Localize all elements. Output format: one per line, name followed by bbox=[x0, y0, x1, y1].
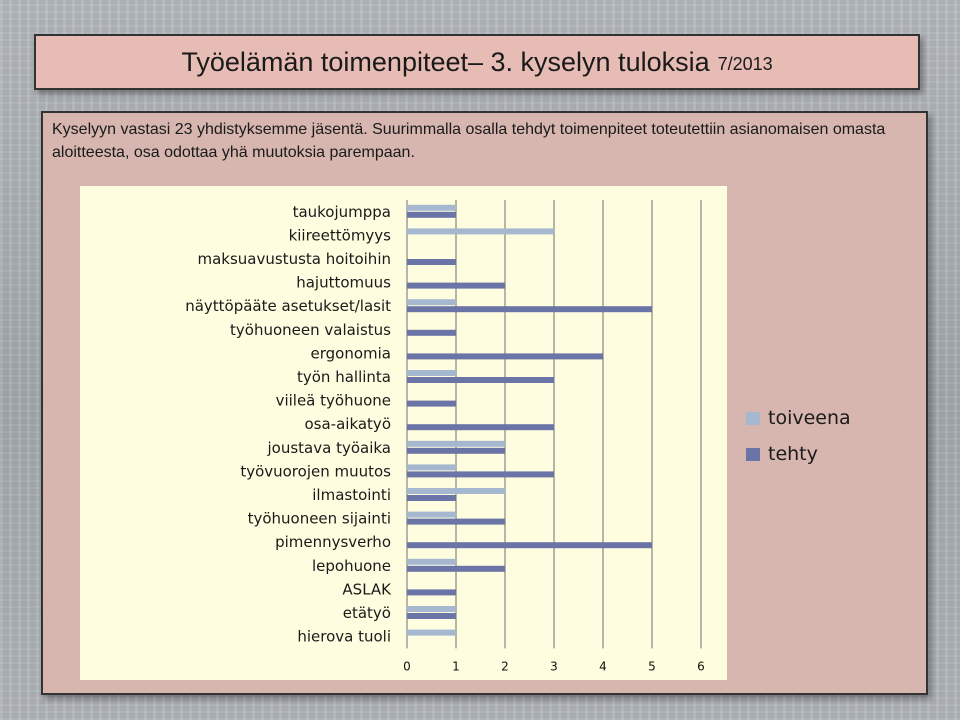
bar-toiveena bbox=[407, 228, 554, 235]
category-label: joustava työaika bbox=[267, 439, 392, 457]
x-tick-label: 1 bbox=[452, 659, 460, 673]
category-label: maksuavustusta hoitoihin bbox=[197, 250, 391, 268]
bar-tehty bbox=[407, 306, 652, 313]
x-tick-label: 2 bbox=[501, 659, 509, 673]
title-date: 7/2013 bbox=[717, 54, 773, 74]
bar-tehty bbox=[407, 589, 456, 596]
bar-toiveena bbox=[407, 370, 456, 376]
category-label: työhuoneen valaistus bbox=[230, 321, 391, 339]
category-label: hajuttomuus bbox=[296, 274, 391, 292]
legend-label-tehty: tehty bbox=[768, 443, 818, 465]
legend-item-toiveena: toiveena bbox=[746, 400, 851, 436]
category-label: lepohuone bbox=[312, 557, 391, 575]
x-tick-label: 3 bbox=[550, 659, 558, 673]
category-label: työn hallinta bbox=[297, 368, 391, 386]
category-label: hierova tuoli bbox=[297, 628, 391, 646]
bar-toiveena bbox=[407, 558, 456, 565]
bar-tehty bbox=[407, 613, 456, 619]
bar-tehty bbox=[407, 282, 505, 289]
x-tick-label: 0 bbox=[403, 659, 411, 673]
category-label: ergonomia bbox=[311, 344, 392, 362]
legend-swatch-tehty bbox=[746, 447, 760, 461]
intro-text: Kyselyyn vastasi 23 yhdistyksemme jäsent… bbox=[52, 121, 886, 161]
chart-legend: toiveena tehty bbox=[746, 400, 851, 472]
x-tick-label: 5 bbox=[648, 659, 656, 673]
bar-toiveena bbox=[407, 488, 505, 494]
bar-tehty bbox=[407, 518, 505, 525]
bar-chart: 0 1 2 3 4 5 6 taukojumppa kiireettömyys maksuavus… bbox=[185, 200, 705, 673]
bar-toiveena bbox=[407, 299, 456, 306]
category-label: ASLAK bbox=[342, 580, 392, 598]
category-label: kiireettömyys bbox=[289, 226, 392, 244]
bar-toiveena bbox=[407, 511, 456, 518]
bar-tehty bbox=[407, 542, 652, 549]
category-label: viileä työhuone bbox=[276, 392, 391, 410]
bar-toiveena bbox=[407, 464, 456, 471]
legend-label-toiveena: toiveena bbox=[768, 407, 851, 429]
bar-tehty bbox=[407, 495, 456, 501]
bar-tehty bbox=[407, 377, 554, 383]
page-title: Työelämän toimenpiteet– 3. kyselyn tulok… bbox=[181, 46, 710, 77]
x-tick-label: 6 bbox=[697, 659, 705, 673]
category-label: osa-aikatyö bbox=[304, 415, 391, 433]
category-label: ilmastointi bbox=[312, 486, 391, 504]
bar-tehty bbox=[407, 447, 505, 454]
title-banner: Työelämän toimenpiteet– 3. kyselyn tulok… bbox=[34, 34, 920, 90]
chart-area: 0 1 2 3 4 5 6 taukojumppa kiireettömyys maksuavus… bbox=[80, 186, 727, 680]
bar-tehty bbox=[407, 329, 456, 336]
bar-toiveena bbox=[407, 606, 456, 612]
bar-tehty bbox=[407, 565, 505, 572]
category-label: pimennysverho bbox=[275, 533, 391, 551]
bar-tehty bbox=[407, 471, 554, 478]
category-label: työvuorojen muutos bbox=[240, 462, 391, 480]
bar-toiveena bbox=[407, 629, 456, 636]
bar-tehty bbox=[407, 400, 456, 407]
category-label: näyttöpääte asetukset/lasit bbox=[185, 297, 391, 315]
category-label: työhuoneen sijainti bbox=[248, 510, 391, 528]
bar-tehty bbox=[407, 353, 603, 360]
x-tick-label: 4 bbox=[599, 659, 607, 673]
bar-tehty bbox=[407, 259, 456, 265]
bar-tehty bbox=[407, 211, 456, 218]
bar-tehty bbox=[407, 424, 554, 431]
category-label: etätyö bbox=[343, 604, 391, 622]
legend-item-tehty: tehty bbox=[746, 436, 851, 472]
bar-toiveena bbox=[407, 440, 505, 447]
bar-toiveena bbox=[407, 204, 456, 211]
category-label: taukojumppa bbox=[293, 203, 391, 221]
legend-swatch-toiveena bbox=[746, 411, 760, 425]
